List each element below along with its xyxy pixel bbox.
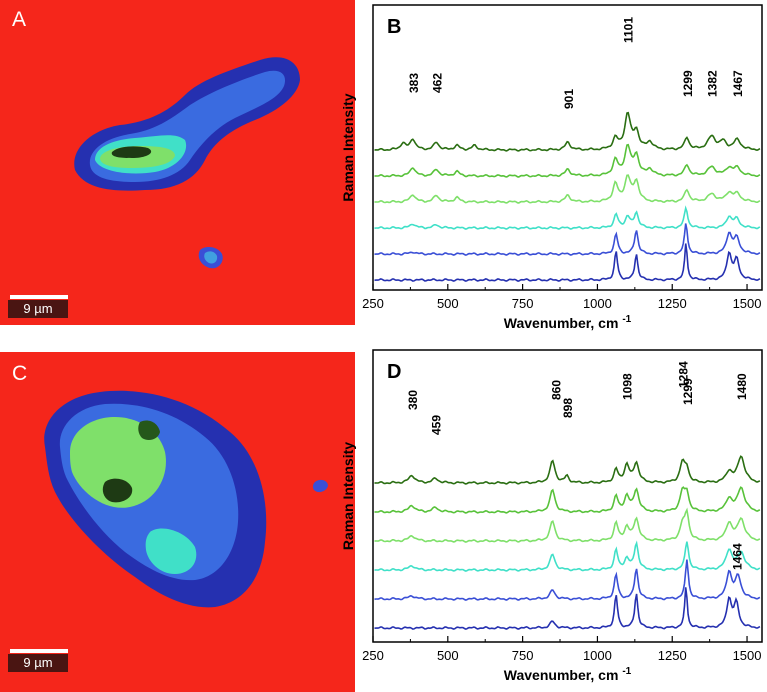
map-small-blob-inner — [204, 251, 218, 264]
map-blob-dark-2 — [138, 420, 160, 440]
map-a: A 9 µm — [0, 0, 355, 325]
chart-d-xlabel-text: Wavenumber, cm — [504, 667, 623, 683]
chart-b-xlabel-sup: -1 — [622, 314, 631, 325]
scale-bar-label: 9 µm — [8, 300, 68, 318]
chart-b-series-dark-green — [374, 111, 761, 152]
chart-b-series-cyan — [374, 205, 761, 230]
chart-b-xlabel-text: Wavenumber, cm — [504, 315, 623, 331]
chart-d-panel-letter: D — [387, 361, 401, 383]
map-a-blob — [74, 57, 300, 269]
chart-d-tick-label: 250 — [362, 648, 384, 663]
chart-b-peak-label: 1299 — [681, 70, 695, 97]
chart-b-tick-label: 1500 — [733, 296, 762, 311]
scale-bar-label: 9 µm — [8, 654, 68, 672]
chart-b-series-dark-blue — [374, 243, 761, 282]
chart-d-peak-label: 459 — [430, 415, 444, 435]
chart-d-peak-label: 1464 — [730, 543, 744, 570]
chart-b-series-green — [374, 143, 761, 178]
chart-d-series-dark-blue — [374, 587, 761, 630]
map-small-blob — [312, 479, 328, 493]
chart-b-peak-label: 901 — [562, 89, 576, 109]
chart-d-tick-label: 1250 — [658, 648, 687, 663]
map-blob-dark — [102, 478, 133, 503]
scale-bar-a: 9 µm — [8, 295, 68, 318]
chart-b-xlabel: Wavenumber, cm -1 — [504, 314, 632, 331]
chart-d-peak-label: 860 — [550, 380, 564, 400]
chart-b-peak-label: 383 — [407, 73, 421, 93]
chart-b-tick-label: 500 — [437, 296, 459, 311]
panel-letter-c: C — [12, 362, 28, 385]
chart-d-series-cyan — [374, 540, 761, 572]
scale-bar-c: 9 µm — [8, 649, 68, 672]
chart-d-tick-label: 1000 — [583, 648, 612, 663]
chart-d-series-light-green — [374, 507, 761, 543]
map-blob-cyan — [145, 528, 197, 574]
chart-d-peak-label: 1299 — [681, 378, 695, 405]
chart-b-peak-label: 462 — [430, 73, 444, 93]
chart-d-peak-label: 898 — [561, 398, 575, 418]
chart-b-peak-label: 1467 — [731, 70, 745, 97]
chart-b-ylabel: Raman Intensity — [340, 93, 356, 201]
chart-d-tick-label: 750 — [512, 648, 534, 663]
chart-d-peak-label: 1284 — [676, 361, 690, 388]
chart-d-series-dark-green — [374, 455, 761, 485]
chart-d-xlabel: Wavenumber, cm -1 — [504, 666, 632, 683]
chart-d-peak-label: 1480 — [735, 373, 749, 400]
scale-bar-line — [10, 649, 68, 653]
map-blob-green — [70, 417, 166, 508]
map-c-blob — [44, 390, 328, 608]
map-blob-dark — [111, 146, 152, 158]
chart-b-panel-letter: B — [387, 16, 401, 38]
chart-b-tick-label: 1000 — [583, 296, 612, 311]
chart-d-series-blue — [374, 559, 761, 601]
chart-d-ylabel: Raman Intensity — [340, 442, 356, 550]
chart-d-tick-label: 1500 — [733, 648, 762, 663]
chart-d-series-green — [374, 486, 761, 514]
chart-b-frame — [372, 4, 763, 291]
scale-bar-line — [10, 295, 68, 299]
chart-d-peak-label: 1098 — [621, 373, 635, 400]
chart-b-tick-label: 750 — [512, 296, 534, 311]
chart-b-peak-label: 1101 — [622, 17, 636, 43]
panel-letter-a: A — [12, 8, 27, 31]
chart-d-xlabel-sup: -1 — [622, 666, 631, 677]
chart-d-tick-label: 500 — [437, 648, 459, 663]
chart-b-tick-label: 1250 — [658, 296, 687, 311]
chart-b-series-blue — [374, 223, 761, 256]
chart-b-tick-label: 250 — [362, 296, 384, 311]
map-c: C 9 µm — [0, 352, 355, 692]
chart-b-series-light-green — [374, 174, 761, 204]
chart-b-peak-label: 1382 — [706, 70, 720, 97]
chart-d-peak-label: 380 — [406, 390, 420, 410]
chart-d-frame — [372, 349, 763, 643]
